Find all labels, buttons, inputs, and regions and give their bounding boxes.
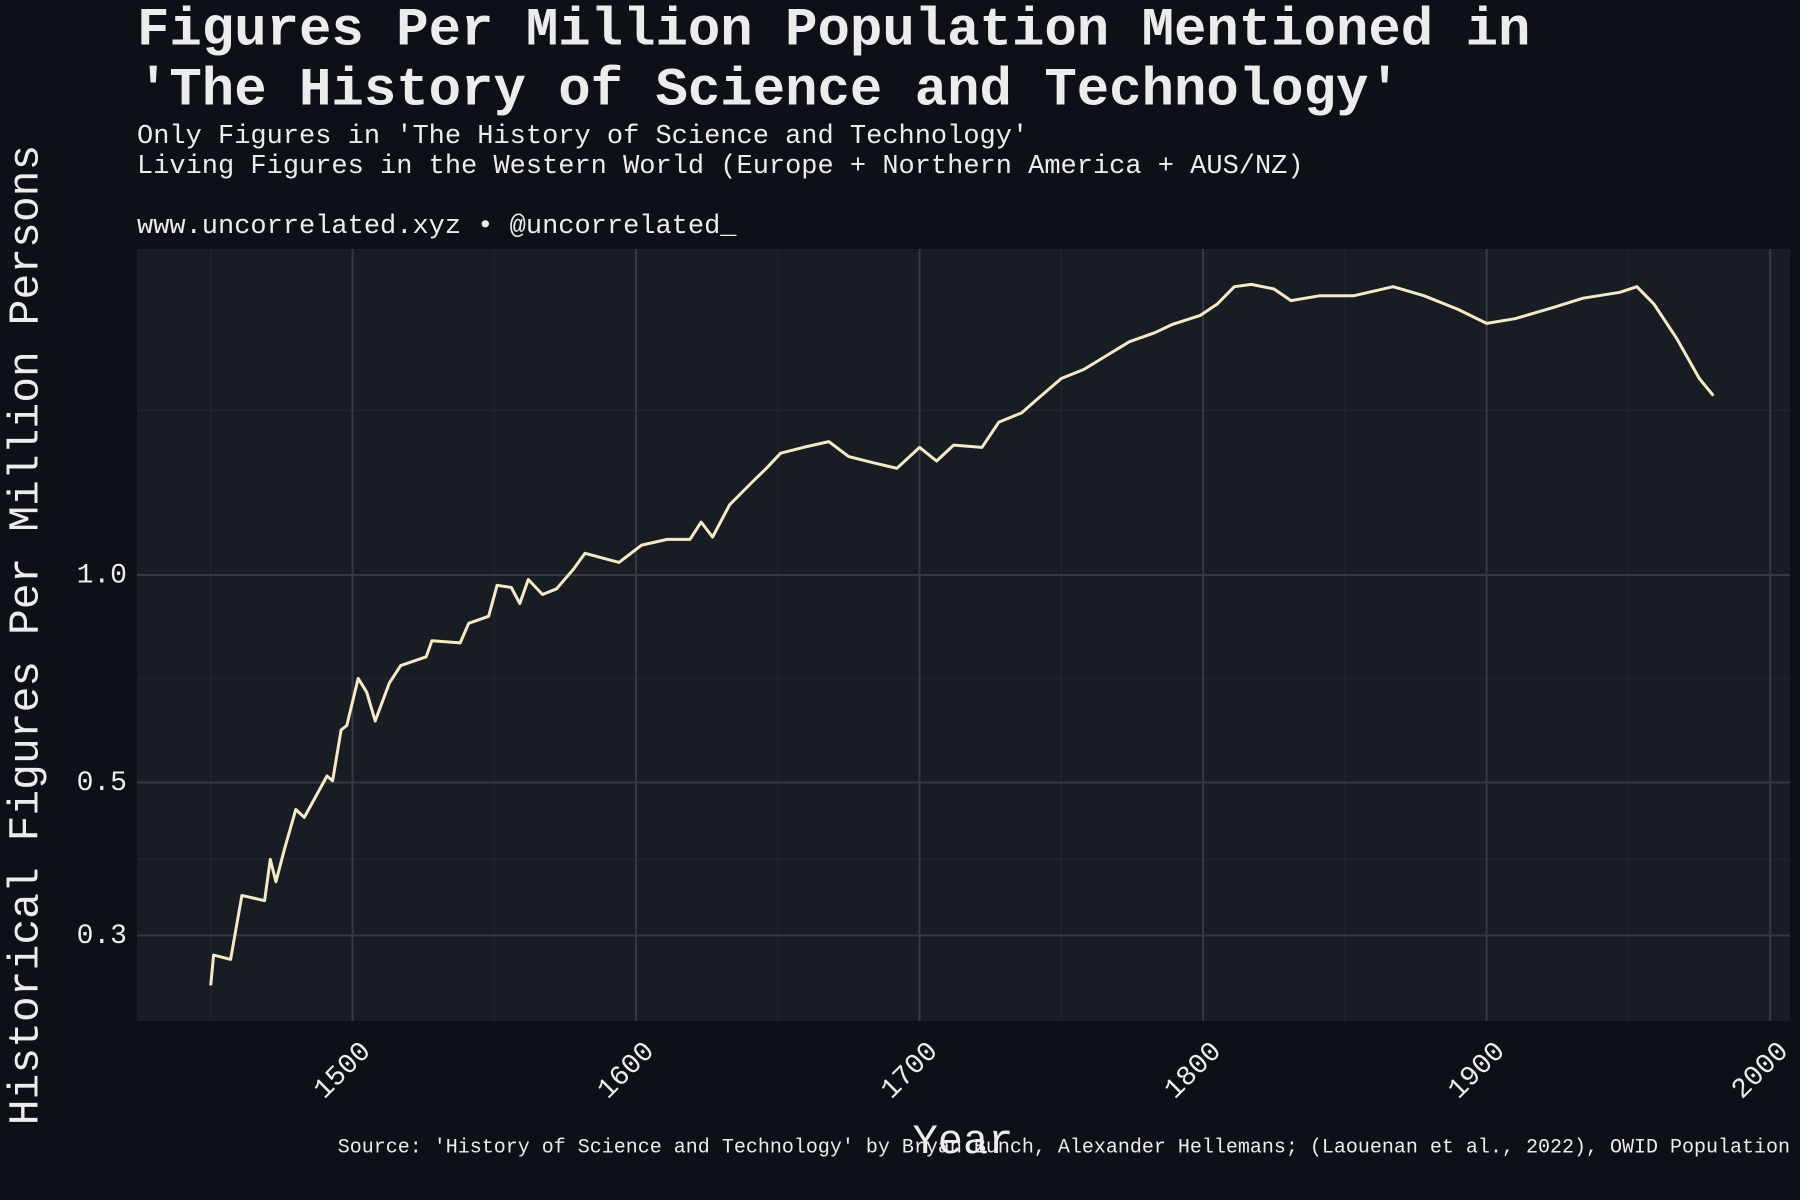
data-line [209,282,1715,986]
credit: www.uncorrelated.xyz • @uncorrelated_ [137,212,737,242]
caption: Source: 'History of Science and Technolo… [338,1136,1790,1159]
subtitle: Living Figures in the Western World (Eur… [137,152,1304,182]
y-tick-label: 0.3 [77,921,127,952]
y-tick-label: 0.5 [77,768,127,799]
plot-panel [137,249,1790,1021]
y-axis-label: Historical Figures Per Million Persons [1,145,50,1126]
y-tick-label: 1.0 [77,560,127,591]
chart-title: 'The History of Science and Technology' [137,60,1401,121]
chart-title: Figures Per Million Population Mentioned… [137,0,1530,61]
x-axis-label: Year [913,1118,1014,1166]
subtitle: Only Figures in 'The History of Science … [137,122,1028,152]
